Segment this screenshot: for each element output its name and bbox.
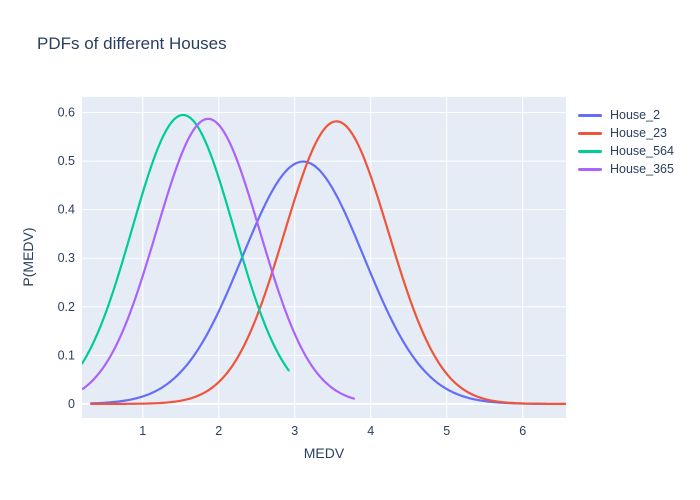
legend-label: House_23 — [610, 126, 667, 140]
x-tick-label: 5 — [443, 424, 450, 438]
legend-label: House_365 — [610, 162, 674, 176]
y-tick-label: 0.2 — [58, 300, 75, 314]
legend-item-house-2[interactable]: House_2 — [578, 106, 674, 124]
x-tick-label: 2 — [215, 424, 222, 438]
legend-item-house-365[interactable]: House_365 — [578, 160, 674, 178]
legend-line-swatch — [578, 149, 602, 153]
y-tick-label: 0 — [68, 397, 75, 411]
y-tick-label: 0.6 — [58, 106, 75, 120]
y-tick-label: 0.1 — [58, 348, 75, 362]
x-tick-label: 3 — [291, 424, 298, 438]
curve-house_23[interactable] — [90, 120, 566, 406]
curves — [82, 113, 566, 406]
y-tick-label: 0.4 — [58, 203, 75, 217]
y-tick-label: 0.3 — [58, 251, 75, 265]
x-tick-label: 6 — [519, 424, 526, 438]
plot-area[interactable] — [82, 97, 566, 418]
x-tick-label: 4 — [367, 424, 374, 438]
curve-house_564[interactable] — [82, 113, 290, 372]
legend-line-swatch — [578, 131, 602, 135]
curve-house_365[interactable] — [82, 117, 356, 400]
legend: House_2 House_23 House_564 House_365 — [578, 106, 674, 178]
legend-label: House_564 — [610, 144, 674, 158]
legend-line-swatch — [578, 167, 602, 171]
legend-label: House_2 — [610, 108, 661, 122]
y-axis-title: P(MEDV) — [20, 227, 36, 287]
legend-line-swatch — [578, 113, 602, 117]
legend-item-house-564[interactable]: House_564 — [578, 142, 674, 160]
legend-item-house-23[interactable]: House_23 — [578, 124, 674, 142]
curve-house_2[interactable] — [90, 160, 547, 405]
y-tick-label: 0.5 — [58, 154, 75, 168]
x-tick-label: 1 — [139, 424, 146, 438]
x-axis-title: MEDV — [303, 445, 345, 461]
tick-labels: 0 0.1 0.2 0.3 0.4 0.5 0.6 1 2 3 4 5 6 — [58, 106, 527, 438]
chart-title: PDFs of different Houses — [37, 34, 227, 53]
